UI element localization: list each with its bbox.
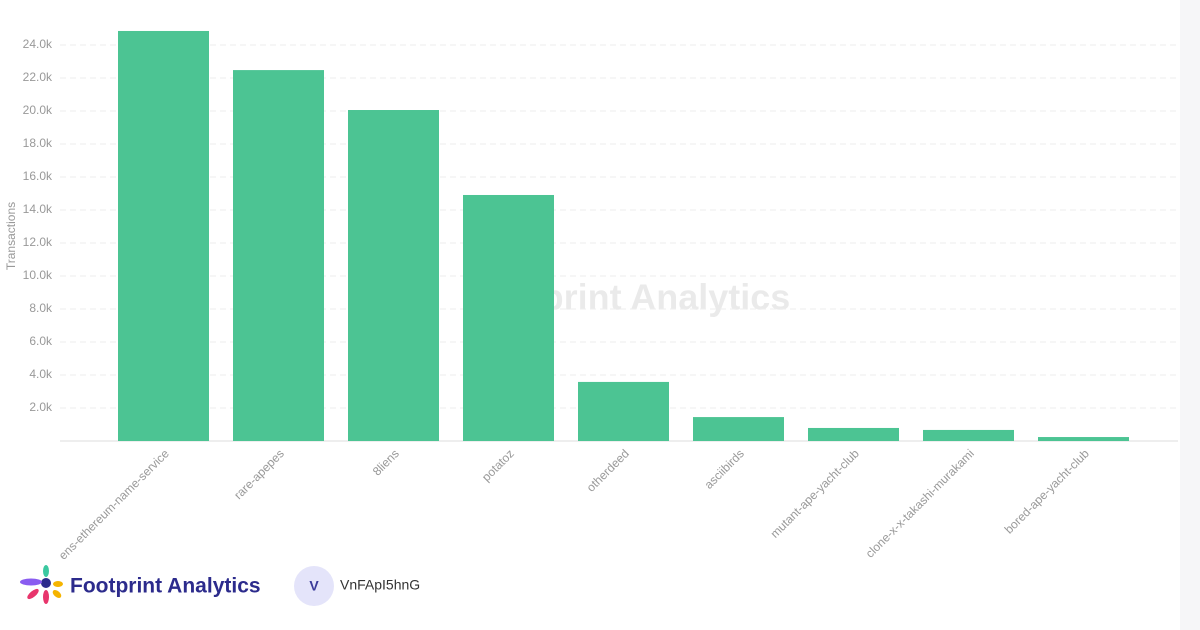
bar [808,427,899,441]
y-tick-label: 6.0k [29,334,53,348]
x-tick-label: rare-apepes [231,446,287,502]
brand: Footprint Analytics [70,575,261,598]
y-tick-label: 18.0k [23,136,53,150]
x-tick-label: mutant-ape-yacht-club [768,446,863,541]
x-tick-label: clone-x-x-takashi-murakami [863,446,977,560]
bar [348,110,439,441]
x-tick-label: otherdeed [584,446,632,494]
x-tick-label: bored-ape-yacht-club [1002,446,1092,536]
bar [693,417,784,441]
bar [578,381,669,441]
y-tick-label: 2.0k [29,400,53,414]
y-tick-label: 22.0k [23,70,53,84]
avatar-initial: V [309,578,319,594]
bar [118,30,209,441]
y-tick-label: 14.0k [23,202,53,216]
y-tick-label: 12.0k [23,235,53,249]
x-tick-label: ens-ethereum-name-service [56,446,172,562]
y-axis-label: Transactions [4,202,18,270]
bar [463,194,554,441]
footer-logo [20,565,63,604]
x-tick-label: asciibirds [702,446,747,491]
bar [1038,437,1129,441]
x-tick-label: potatoz [479,446,517,484]
user-name: VnFApI5hnG [340,577,420,593]
x-tick-label: 8liens [370,446,402,478]
bar [233,70,324,441]
y-tick-label: 10.0k [23,268,53,282]
bar [923,429,1014,441]
y-tick-label: 20.0k [23,103,53,117]
y-tick-label: 16.0k [23,169,53,183]
y-tick-label: 24.0k [23,37,53,51]
y-tick-label: 4.0k [29,367,53,381]
y-tick-label: 8.0k [29,301,53,315]
side-strip [1180,0,1200,630]
avatar [294,566,334,606]
